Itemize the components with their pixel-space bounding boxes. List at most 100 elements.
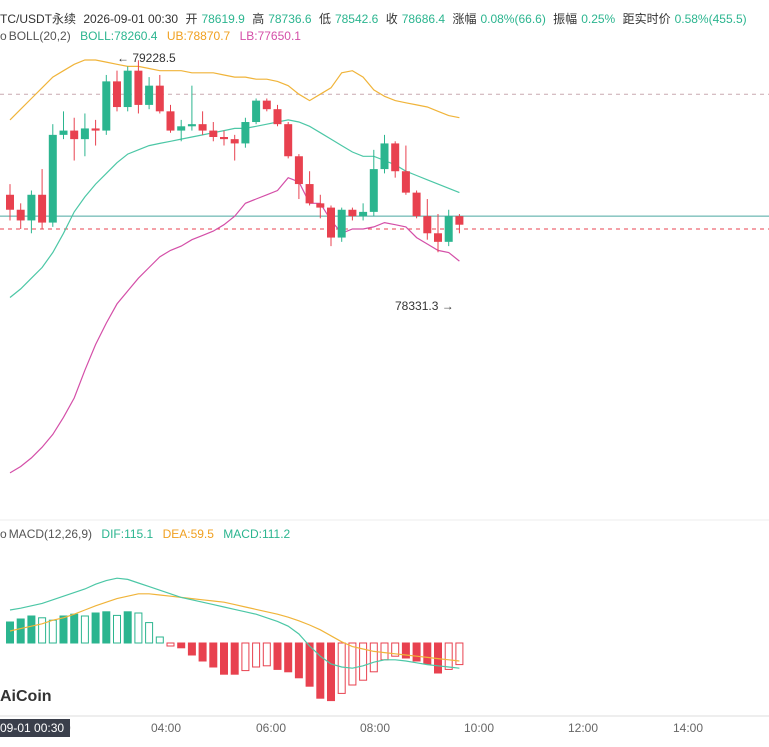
macd-histogram-bar	[209, 642, 218, 668]
candle-body	[155, 85, 164, 112]
candle-body	[305, 184, 314, 204]
candle-body	[444, 216, 453, 242]
macd-histogram-bar	[113, 614, 121, 644]
macd-histogram-bar	[444, 642, 453, 670]
candle-body	[145, 85, 154, 105]
macd-histogram-bar	[391, 642, 400, 657]
macd-histogram-bar	[38, 617, 47, 644]
candle-body	[262, 100, 271, 110]
candle-body	[220, 137, 228, 140]
low-value: 78542.6	[334, 12, 379, 26]
macd-histogram-bar	[16, 618, 25, 644]
macd-legend[interactable]: ο MACD(12,26,9) DIF:115.1 DEA:59.5 MACD:1…	[0, 527, 296, 541]
candle-body	[316, 203, 325, 208]
candle-body	[294, 156, 303, 185]
macd-histogram-bar	[316, 642, 325, 699]
boll-legend[interactable]: ο BOLL(20,2) BOLL:78260.4 UB:78870.7 LB:7…	[0, 29, 307, 43]
candle-body	[401, 171, 410, 193]
candle-body	[423, 216, 432, 234]
candle-body	[348, 209, 357, 217]
macd-histogram	[6, 611, 464, 702]
ohlc-header: TC/USDT永续 2026-09-01 00:30 开 78619.9 高 787…	[0, 10, 751, 27]
candle-body	[209, 130, 218, 137]
macd-histogram-bar	[230, 642, 239, 675]
macd-histogram-bar	[70, 613, 79, 644]
macd-histogram-bar	[252, 642, 261, 668]
annotations: ← 79228.5 78331.3 →	[117, 51, 454, 313]
amplitude-label: 振幅	[553, 12, 578, 26]
macd-histogram-bar	[48, 619, 57, 644]
macd-histogram-bar	[423, 642, 432, 665]
macd-histogram-bar	[27, 615, 36, 644]
candle-body	[80, 128, 89, 140]
close-label: 收	[385, 12, 398, 26]
high-price-annotation: ← 79228.5	[117, 51, 176, 65]
candle-body	[391, 143, 400, 172]
x-axis-tick-label: 10:00	[464, 721, 494, 735]
macd-dif-value: DIF:115.1	[101, 527, 154, 541]
macd-histogram-bar	[294, 642, 303, 679]
open-value: 78619.9	[201, 12, 245, 26]
macd-histogram-bar	[177, 642, 186, 649]
candle-body	[16, 209, 25, 221]
boll-lines	[9, 59, 460, 474]
x-axis-tick-label: 08:00	[360, 721, 390, 735]
symbol-label: TC/USDT永续	[0, 12, 76, 26]
candle-body	[434, 233, 442, 242]
datetime-label: 2026-09-01 00:30	[83, 12, 179, 26]
candle-body	[380, 143, 389, 170]
macd-histogram-bar	[241, 642, 250, 672]
candle-body	[48, 134, 57, 223]
candle-body	[177, 126, 186, 131]
macd-histogram-bar	[359, 642, 368, 681]
x-axis-tick-label: 14:00	[673, 721, 703, 735]
macd-histogram-bar	[134, 612, 143, 644]
low-label: 低	[318, 12, 331, 26]
candle-body	[327, 207, 335, 238]
macd-macd-value: MACD:111.2	[223, 527, 291, 541]
candle-body	[359, 211, 368, 217]
macd-histogram-bar	[187, 642, 196, 656]
distance-value: 0.58%(455.5)	[674, 12, 747, 26]
candle-body	[230, 139, 239, 144]
x-axis-tick-label: 04:00	[151, 721, 181, 735]
macd-histogram-bar	[273, 642, 282, 670]
macd-histogram-bar	[305, 642, 314, 687]
macd-histogram-bar	[412, 642, 421, 662]
boll-mid-value: BOLL:78260.4	[80, 29, 158, 43]
macd-histogram-bar	[91, 612, 100, 644]
open-label: 开	[185, 12, 198, 26]
aicoin-logo: AiCoin	[0, 688, 52, 705]
macd-histogram-bar	[220, 642, 228, 675]
macd-histogram-bar	[59, 615, 68, 644]
change-value: 0.08%(66.6)	[480, 12, 546, 26]
x-axis-tick-label: 06:00	[256, 721, 286, 735]
macd-histogram-bar	[369, 642, 378, 673]
candle-body	[241, 122, 250, 144]
macd-histogram-bar	[166, 642, 175, 647]
macd-histogram-bar	[380, 642, 389, 661]
candle-body	[455, 216, 464, 225]
macd-histogram-bar	[262, 642, 271, 667]
boll-lb-value: LB:77650.1	[239, 29, 301, 43]
candle-body	[27, 194, 36, 221]
boll-upper-band	[9, 59, 460, 121]
macd-histogram-bar	[455, 642, 464, 666]
candle-body	[198, 124, 207, 131]
candle-body	[337, 209, 346, 238]
candle-body	[38, 194, 47, 223]
candle-body	[70, 130, 79, 140]
high-label: 高	[252, 12, 265, 26]
high-value: 78736.6	[268, 12, 312, 26]
macd-histogram-bar	[327, 642, 335, 702]
low-price-annotation: 78331.3 →	[395, 299, 454, 313]
macd-histogram-bar	[198, 642, 207, 662]
grid	[0, 519, 769, 717]
boll-settings-icon[interactable]: ο	[0, 29, 7, 43]
macd-settings-icon[interactable]: ο	[0, 527, 7, 541]
candle-body	[412, 192, 421, 217]
candle-body	[284, 124, 293, 157]
